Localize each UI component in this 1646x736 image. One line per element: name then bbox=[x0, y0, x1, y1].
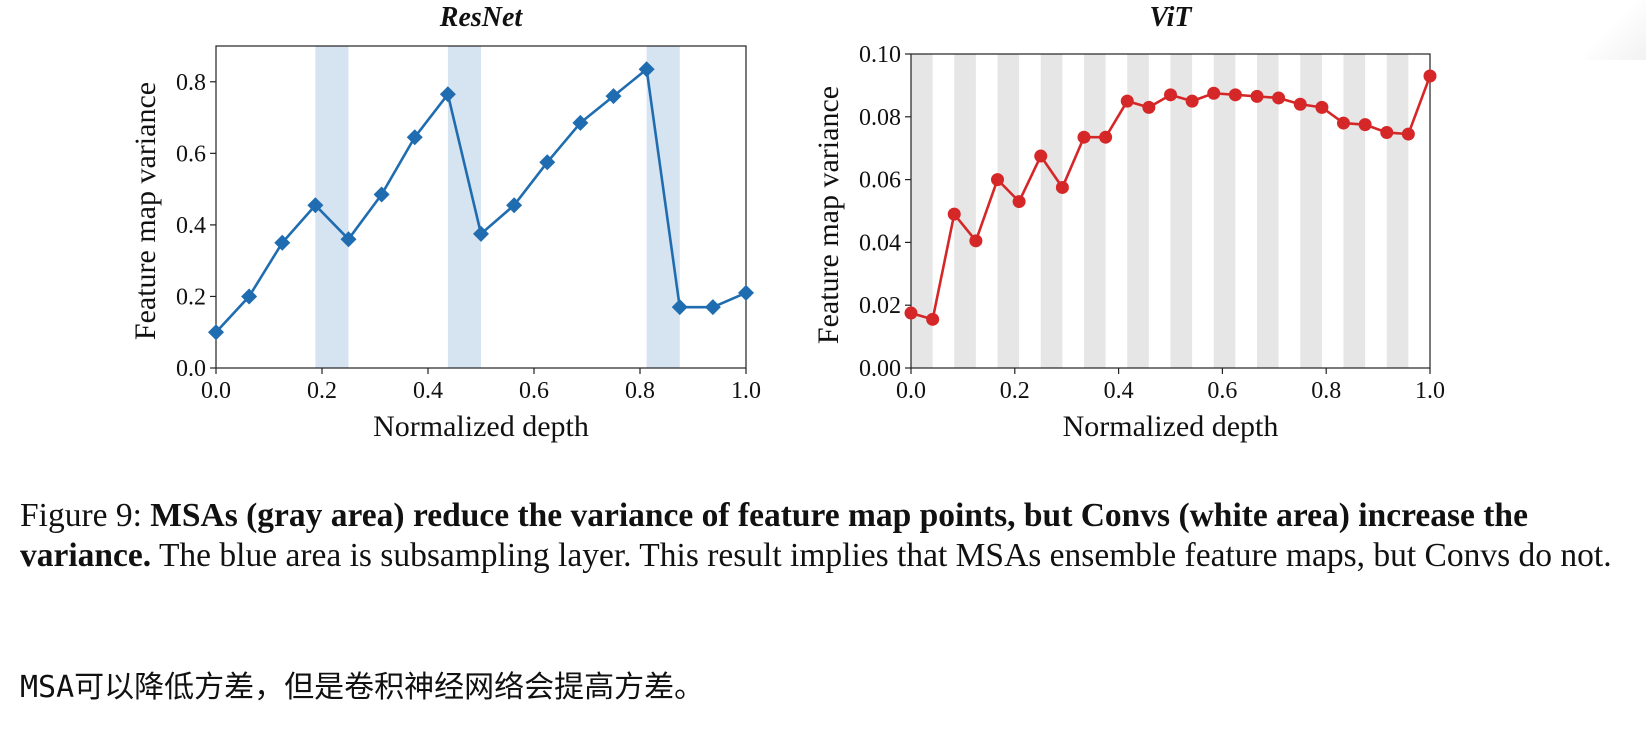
data-point bbox=[605, 88, 622, 105]
data-point bbox=[1272, 91, 1286, 105]
data-point bbox=[572, 114, 589, 131]
x-tick-label: 0.6 bbox=[519, 378, 549, 404]
y-tick-label: 0.8 bbox=[176, 70, 206, 96]
data-point bbox=[1207, 86, 1221, 100]
data-point bbox=[1099, 130, 1113, 144]
x-tick-label: 0.6 bbox=[1207, 378, 1237, 404]
shaded-region bbox=[1213, 54, 1236, 368]
x-tick-label: 0.2 bbox=[307, 378, 337, 404]
chart-0: 0.0 0.2 0.4 0.6 0.8 1.0 0.0 0.2 0.4 0.6 0.8 ResNet N… bbox=[129, 2, 761, 443]
data-point bbox=[638, 61, 655, 78]
caption-prefix: Figure 9: bbox=[20, 497, 151, 534]
data-point bbox=[1185, 94, 1199, 108]
data-point bbox=[307, 197, 324, 214]
x-tick-label: 0.4 bbox=[413, 378, 443, 404]
y-tick-label: 0.10 bbox=[859, 42, 901, 68]
data-point bbox=[1055, 180, 1069, 194]
shaded-region bbox=[646, 46, 680, 368]
x-tick-label: 1.0 bbox=[1415, 378, 1445, 404]
data-point bbox=[1315, 100, 1329, 114]
shaded-region bbox=[1386, 54, 1409, 368]
y-tick-label: 0.02 bbox=[859, 293, 901, 319]
chart-canvas: 0.0 0.2 0.4 0.6 0.8 1.0 0.0 0.2 0.4 0.6 0.8 ResNet N… bbox=[129, 2, 1445, 443]
data-point bbox=[1380, 126, 1394, 139]
x-tick-label: 0.8 bbox=[625, 378, 655, 404]
plot-frame bbox=[215, 45, 747, 369]
data-point bbox=[947, 207, 961, 221]
data-point bbox=[926, 312, 940, 326]
y-tick-label: 0.00 bbox=[859, 356, 901, 382]
x-axis-label: Normalized depth bbox=[1063, 410, 1279, 443]
data-point bbox=[439, 86, 456, 103]
chart-1: 0.0 0.2 0.4 0.6 0.8 1.0 0.00 0.02 0.04 0.06 0.08 0.… bbox=[812, 2, 1445, 443]
y-axis-label: Feature map variance bbox=[129, 82, 162, 340]
data-point bbox=[340, 231, 357, 248]
data-point bbox=[1228, 88, 1242, 102]
data-point bbox=[1293, 97, 1307, 111]
data-point bbox=[738, 284, 754, 301]
shaded-region bbox=[911, 54, 933, 368]
x-tick-label: 0.8 bbox=[1311, 378, 1341, 404]
shaded-region bbox=[997, 54, 1020, 368]
data-point bbox=[208, 324, 224, 341]
shaded-region bbox=[1257, 54, 1279, 368]
data-point bbox=[1120, 94, 1134, 108]
data-point bbox=[406, 129, 423, 146]
y-tick-label: 0.06 bbox=[859, 168, 901, 194]
chinese-note: MSA可以降低方差，但是卷积神经网络会提高方差。 bbox=[20, 670, 705, 705]
data-point bbox=[1358, 118, 1372, 132]
y-tick-label: 0.4 bbox=[176, 213, 206, 239]
data-point bbox=[1142, 100, 1156, 114]
figure-caption: Figure 9: MSAs (gray area) reduce the va… bbox=[20, 496, 1640, 576]
shaded-region bbox=[1300, 54, 1322, 368]
x-axis-label: Normalized depth bbox=[373, 410, 589, 443]
data-point bbox=[991, 173, 1005, 187]
x-tick-label: 0.0 bbox=[201, 378, 231, 404]
y-tick-label: 0.6 bbox=[176, 141, 206, 167]
corner-fold-decoration bbox=[1586, 0, 1646, 60]
data-point bbox=[969, 234, 983, 248]
chart-title: ViT bbox=[1149, 2, 1193, 33]
data-point bbox=[241, 288, 258, 305]
data-point bbox=[904, 306, 918, 320]
data-point bbox=[539, 154, 556, 171]
y-axis-label: Feature map variance bbox=[812, 86, 845, 344]
y-tick-label: 0.0 bbox=[176, 356, 206, 382]
shaded-region bbox=[1127, 54, 1149, 368]
x-tick-label: 0.2 bbox=[1000, 378, 1030, 404]
data-point bbox=[274, 234, 291, 251]
data-point bbox=[1423, 69, 1437, 83]
x-tick-label: 1.0 bbox=[731, 378, 761, 404]
data-point bbox=[1077, 130, 1091, 144]
figure-charts: 0.0 0.2 0.4 0.6 0.8 1.0 0.0 0.2 0.4 0.6 0.8 ResNet N… bbox=[129, 2, 1445, 443]
shaded-region bbox=[954, 54, 976, 368]
chart-title: ResNet bbox=[439, 2, 524, 33]
data-point bbox=[1164, 88, 1177, 102]
data-point bbox=[1250, 89, 1264, 103]
data-point bbox=[506, 197, 523, 214]
caption-bold: MSAs (gray area) reduce the variance of … bbox=[20, 497, 1528, 574]
shaded-region bbox=[1170, 54, 1193, 368]
data-point bbox=[373, 186, 390, 203]
y-tick-label: 0.2 bbox=[176, 284, 206, 310]
y-tick-label: 0.04 bbox=[859, 230, 901, 256]
shaded-region bbox=[1083, 54, 1106, 368]
data-point bbox=[1034, 149, 1048, 163]
x-tick-label: 0.0 bbox=[896, 378, 926, 404]
plot-frame bbox=[910, 53, 1431, 369]
shaded-region bbox=[1040, 54, 1063, 368]
data-point bbox=[1012, 195, 1026, 209]
x-tick-label: 0.4 bbox=[1104, 378, 1134, 404]
data-point bbox=[1401, 127, 1415, 141]
data-point bbox=[473, 225, 489, 242]
y-tick-label: 0.08 bbox=[859, 105, 901, 131]
caption-rest: The blue area is subsampling layer. This… bbox=[151, 537, 1612, 574]
data-point bbox=[671, 299, 688, 316]
shaded-region bbox=[1343, 54, 1366, 368]
data-point bbox=[1336, 116, 1350, 130]
data-point bbox=[704, 299, 721, 316]
